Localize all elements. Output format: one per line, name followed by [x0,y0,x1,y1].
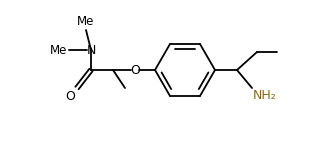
Text: Me: Me [77,15,95,28]
Text: NH₂: NH₂ [253,89,277,102]
Text: Me: Me [50,44,67,57]
Text: N: N [86,44,96,57]
Text: O: O [65,90,75,103]
Text: O: O [130,63,140,76]
